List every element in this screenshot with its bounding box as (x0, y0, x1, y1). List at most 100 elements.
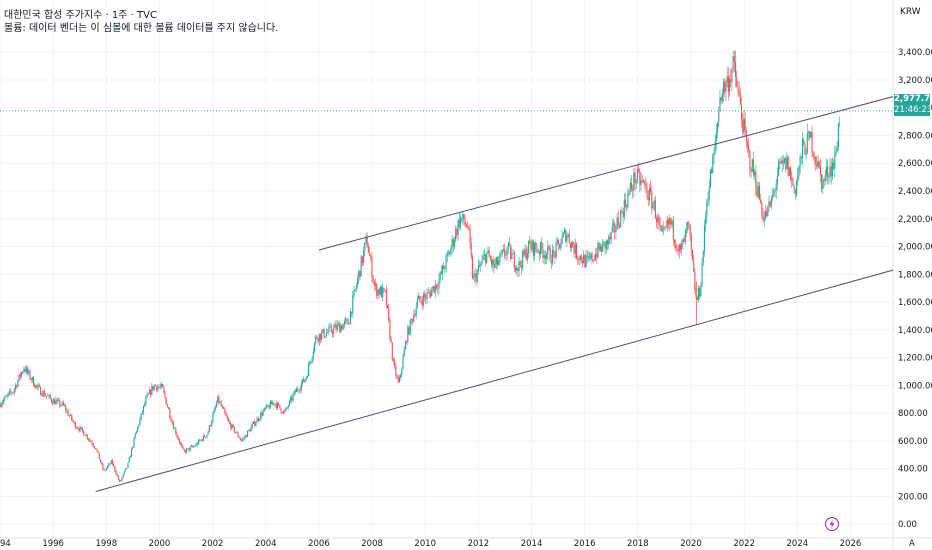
candle-body (748, 145, 750, 151)
candle-body (229, 421, 231, 424)
candle-body (380, 287, 383, 298)
candle-body (664, 226, 666, 228)
candle-body (114, 466, 116, 471)
candle-body (823, 179, 825, 182)
y-tick-label: 1,200.00 (898, 354, 932, 364)
candle-body (547, 246, 549, 255)
candle-body (233, 426, 235, 433)
candle-body (525, 249, 527, 260)
candle-body (139, 418, 141, 425)
candle-body (166, 404, 168, 408)
candle-body (276, 403, 279, 409)
candle-body (446, 253, 448, 256)
candle-body (97, 450, 99, 453)
candle-body (232, 424, 234, 427)
lightning-icon[interactable] (825, 517, 839, 531)
auto-scale-icon[interactable]: A (909, 539, 915, 549)
candle-body (470, 243, 472, 257)
candle-body (280, 408, 282, 413)
candle-body (610, 231, 612, 240)
candle-body (508, 242, 511, 246)
candle-body (377, 289, 379, 296)
candle-body (498, 260, 500, 265)
candle-body (77, 427, 79, 429)
candle-body (224, 408, 226, 413)
candle-body (755, 171, 757, 189)
candle-body (736, 77, 738, 88)
candle-body (385, 289, 387, 306)
candle-body (678, 244, 680, 252)
candle-body (538, 251, 540, 255)
candle-body (554, 252, 556, 258)
candle-body (774, 190, 776, 192)
y-tick-label: 3,400.00 (898, 48, 932, 58)
candle-body (687, 222, 689, 229)
candle-body (55, 400, 57, 405)
candle-body (563, 229, 566, 233)
candle-body (59, 400, 61, 406)
candle-body (642, 180, 644, 182)
candle-body (693, 260, 695, 272)
candle-body (262, 410, 264, 416)
candle-body (548, 246, 550, 248)
candle-body (209, 425, 212, 427)
candle-body (81, 427, 84, 432)
candle-body (646, 186, 648, 198)
candle-body (739, 94, 741, 105)
last-price-badge: 2,977.75 21:46:23 (894, 94, 932, 116)
candle-body (329, 325, 331, 327)
candle-body (110, 460, 112, 464)
candle-body (157, 386, 159, 390)
symbol-title[interactable]: 대한민국 합성 주가지수 · 1주 · TVC (4, 10, 157, 21)
candle-body (4, 396, 6, 400)
candle-body (591, 253, 593, 261)
candle-body (148, 389, 151, 394)
candle-body (134, 434, 136, 438)
candle-body (410, 319, 412, 320)
y-tick-label: 1,800.00 (898, 270, 932, 280)
candle-body (29, 370, 31, 379)
candle-body (91, 442, 93, 445)
candle-body (471, 256, 473, 278)
candle-body (752, 159, 755, 176)
candle-body (202, 435, 204, 441)
candle-body (531, 240, 533, 250)
x-tick-label: 2022 (733, 539, 755, 549)
x-tick-label: 2018 (627, 539, 649, 549)
candle-body (488, 250, 490, 257)
candle-body (493, 259, 495, 268)
candle-body (79, 427, 81, 431)
candle-body (519, 261, 521, 266)
candle-body (597, 242, 599, 258)
candle-body (546, 254, 548, 259)
candle-body (348, 323, 350, 325)
candle-body (453, 240, 456, 247)
candle-body (121, 477, 123, 481)
currency-label[interactable]: KRW (900, 7, 921, 17)
candle-body (70, 414, 72, 416)
candle-body (617, 217, 619, 226)
candle-body (431, 289, 433, 297)
candle-body (37, 385, 39, 388)
candle-body (492, 259, 494, 265)
candle-body (403, 349, 405, 357)
y-tick-label: 1,600.00 (898, 298, 932, 308)
candle-body (578, 259, 580, 261)
candle-body (728, 79, 731, 92)
candle-body (528, 240, 530, 254)
candle-body (389, 319, 391, 339)
candle-body (239, 438, 241, 440)
candle-body (602, 241, 604, 252)
candle-body (267, 405, 269, 407)
candle-body (151, 386, 153, 395)
candle-body (520, 265, 522, 269)
candle-body (96, 449, 98, 451)
candle-body (226, 415, 228, 419)
candle-body (408, 327, 410, 335)
candle-body (171, 421, 173, 423)
candle-body (189, 446, 191, 451)
candle-body (44, 395, 46, 397)
candle-body (175, 428, 177, 434)
candle-body (580, 255, 582, 261)
